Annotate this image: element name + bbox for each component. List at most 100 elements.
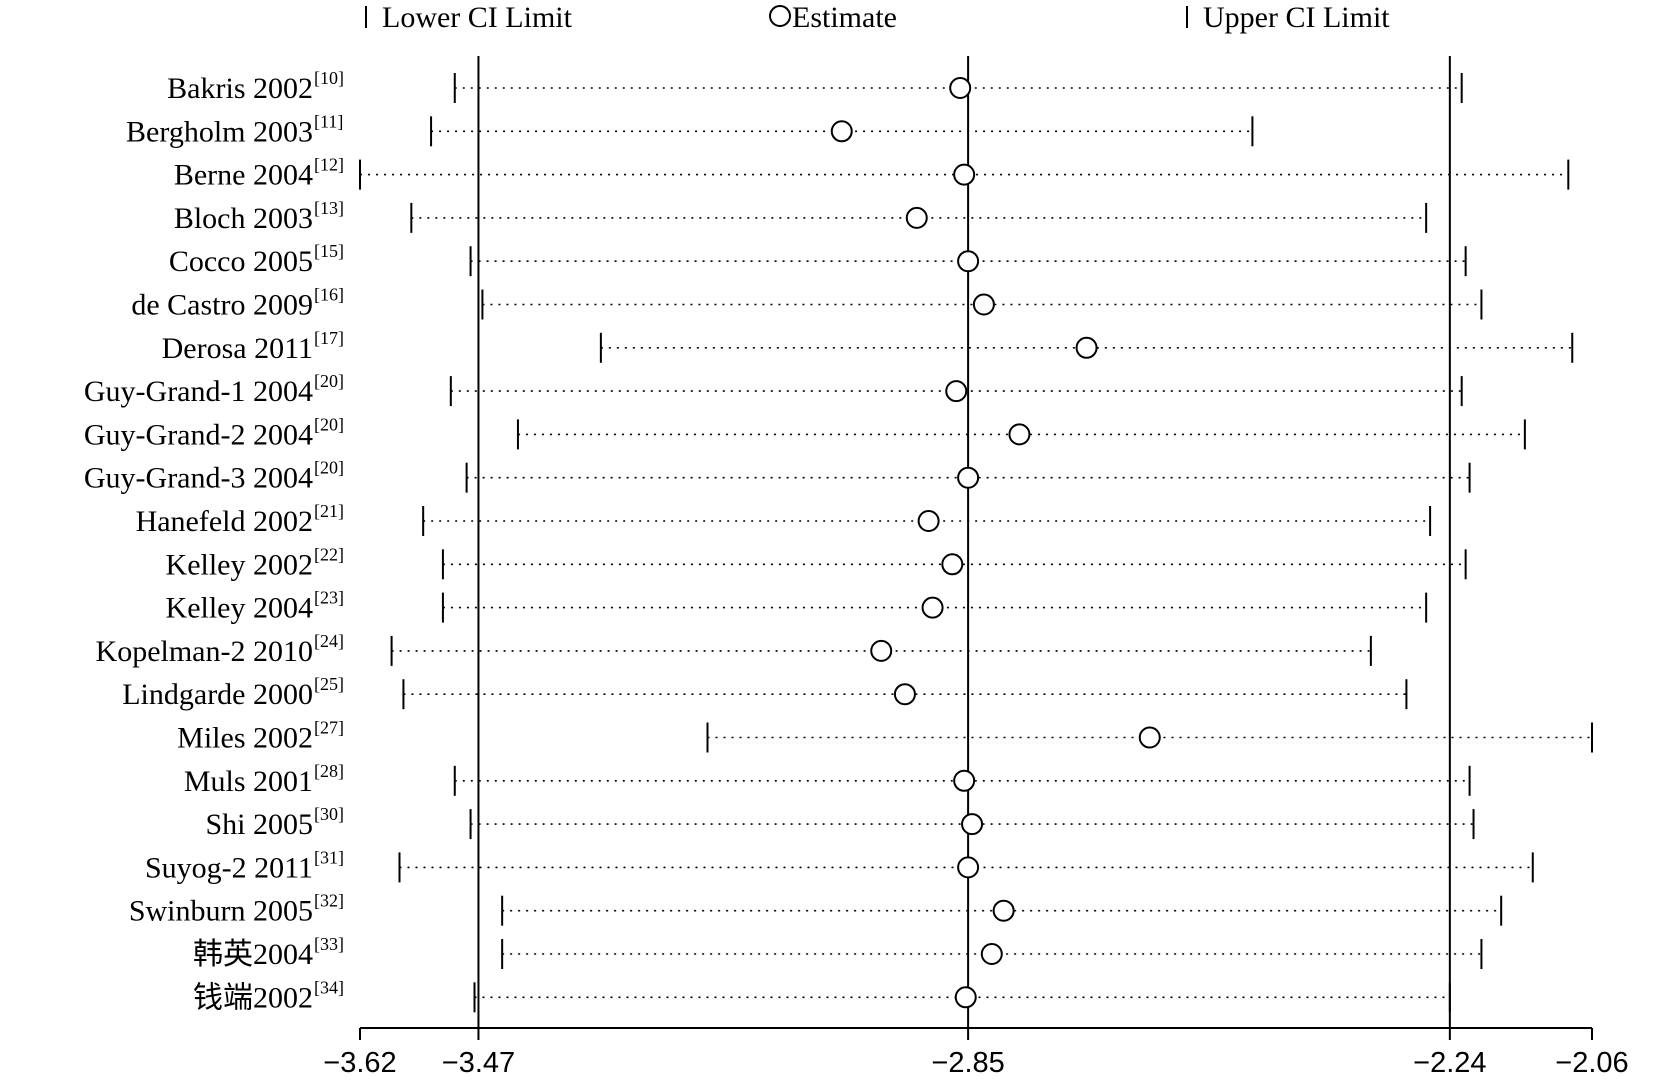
estimate-marker — [957, 250, 980, 273]
x-tick-label: −2.06 — [1555, 1047, 1628, 1079]
study-row: Hanefeld 2002 [21] — [136, 501, 1432, 538]
estimate-marker — [1138, 726, 1161, 749]
study-row: Bakris 2002 [10] — [167, 68, 1463, 105]
estimate-marker — [957, 856, 980, 879]
study-ref: [13] — [314, 198, 344, 218]
study-label: Kopelman-2 2010 — [96, 635, 313, 668]
study-ref: [23] — [314, 588, 344, 608]
estimate-marker — [972, 293, 995, 316]
study-label: Guy-Grand-1 2004 — [84, 375, 313, 408]
study-label: Suyog-2 2011 — [145, 851, 313, 884]
study-row: Guy-Grand-1 2004 [20] — [84, 371, 1463, 408]
study-label: Kelley 2004 — [166, 592, 313, 625]
x-tick-label: −3.62 — [323, 1047, 396, 1079]
legend-lower-label: Lower CI Limit — [382, 1, 573, 34]
study-label: Bakris 2002 — [167, 72, 313, 105]
study-label: 钱端2002 — [193, 981, 313, 1014]
study-label: Derosa 2011 — [162, 332, 313, 365]
estimate-marker — [945, 380, 968, 403]
estimate-marker — [961, 813, 984, 836]
estimate-marker — [1008, 423, 1031, 446]
legend-estimate-marker — [769, 5, 791, 27]
estimate-marker — [893, 683, 916, 706]
estimate-marker — [921, 596, 944, 619]
study-row: Bergholm 2003 [11] — [126, 111, 1254, 148]
study-ref: [22] — [314, 544, 344, 564]
x-tick-label: −3.47 — [442, 1047, 515, 1079]
study-label: Guy-Grand-3 2004 — [84, 462, 313, 495]
study-ref: [17] — [314, 328, 344, 348]
study-row: Muls 2001 [28] — [184, 761, 1471, 798]
study-row: Kelley 2002 [22] — [166, 544, 1467, 581]
study-ref: [20] — [314, 371, 344, 391]
reference-lines — [477, 56, 1451, 1028]
study-ref: [15] — [314, 241, 344, 261]
study-row: Kelley 2004 [23] — [166, 588, 1428, 625]
legend: Lower CI Limit Estimate Upper CI Limit — [365, 1, 1390, 34]
estimate-marker — [992, 899, 1015, 922]
x-axis: −3.62 −3.47 −2.85 −2.24 −2.06 — [323, 1027, 1629, 1079]
study-ref: [11] — [314, 111, 343, 131]
study-label: Bergholm 2003 — [126, 115, 313, 148]
study-label: Muls 2001 — [184, 765, 313, 798]
legend-upper-label: Upper CI Limit — [1203, 1, 1390, 34]
study-ref: [30] — [314, 804, 344, 824]
estimate-marker — [870, 639, 893, 662]
study-ref: [32] — [314, 891, 344, 911]
estimate-marker — [905, 206, 928, 229]
study-label: 韩英2004 — [193, 938, 313, 971]
study-row: Swinburn 2005 [32] — [129, 891, 1503, 928]
study-ref: [12] — [314, 155, 344, 175]
study-ref: [20] — [314, 458, 344, 478]
estimate-marker — [917, 510, 940, 532]
study-row: 韩英2004 [33] — [193, 934, 1483, 971]
estimate-marker — [941, 553, 964, 576]
study-label: Berne 2004 — [174, 159, 313, 192]
study-row: Lindgarde 2000 [25] — [122, 674, 1408, 711]
study-ref: [28] — [314, 761, 344, 781]
estimate-marker — [957, 466, 980, 489]
study-ref: [27] — [314, 718, 344, 738]
study-label: Hanefeld 2002 — [136, 505, 313, 538]
study-row: 钱端2002 [34] — [193, 977, 1451, 1014]
study-ref: [25] — [314, 674, 344, 694]
study-row: Berne 2004 [12] — [174, 155, 1570, 192]
study-label: Miles 2002 — [177, 722, 313, 755]
study-ref: [20] — [314, 414, 344, 434]
estimate-marker — [953, 769, 976, 792]
study-row: Bloch 2003 [13] — [174, 198, 1428, 235]
study-label: Kelley 2002 — [166, 548, 313, 581]
study-ref: [10] — [314, 68, 344, 88]
study-ref: [21] — [314, 501, 344, 521]
study-ref: [16] — [314, 285, 344, 305]
study-row: Derosa 2011 [17] — [162, 328, 1574, 365]
study-label: Shi 2005 — [205, 808, 313, 841]
study-row: Shi 2005 [30] — [205, 804, 1475, 841]
study-label: Lindgarde 2000 — [122, 678, 313, 711]
legend-estimate-label: Estimate — [792, 1, 897, 34]
x-tick-label: −2.24 — [1413, 1047, 1486, 1079]
study-ref: [31] — [314, 847, 344, 867]
study-ref: [24] — [314, 631, 344, 651]
study-label: Bloch 2003 — [174, 202, 313, 235]
study-label: Swinburn 2005 — [129, 895, 313, 928]
study-label: de Castro 2009 — [131, 289, 313, 322]
study-label: Guy-Grand-2 2004 — [84, 418, 313, 451]
estimate-marker — [980, 943, 1003, 965]
study-ref: [34] — [314, 977, 344, 997]
study-row: Guy-Grand-2 2004 [20] — [84, 414, 1526, 451]
estimate-marker — [953, 163, 976, 186]
study-row: Suyog-2 2011 [31] — [145, 847, 1534, 884]
study-row: Cocco 2005 [15] — [169, 241, 1467, 278]
study-row: de Castro 2009 [16] — [131, 285, 1483, 322]
estimate-marker — [1075, 336, 1098, 359]
estimate-marker — [949, 77, 972, 99]
study-row: Miles 2002 [27] — [177, 718, 1593, 755]
study-ref: [33] — [314, 934, 344, 954]
estimate-marker — [954, 986, 977, 1009]
x-tick-label: −2.85 — [931, 1047, 1004, 1079]
study-row: Guy-Grand-3 2004 [20] — [84, 458, 1471, 495]
study-row: Kopelman-2 2010 [24] — [96, 631, 1372, 668]
study-label: Cocco 2005 — [169, 245, 313, 278]
